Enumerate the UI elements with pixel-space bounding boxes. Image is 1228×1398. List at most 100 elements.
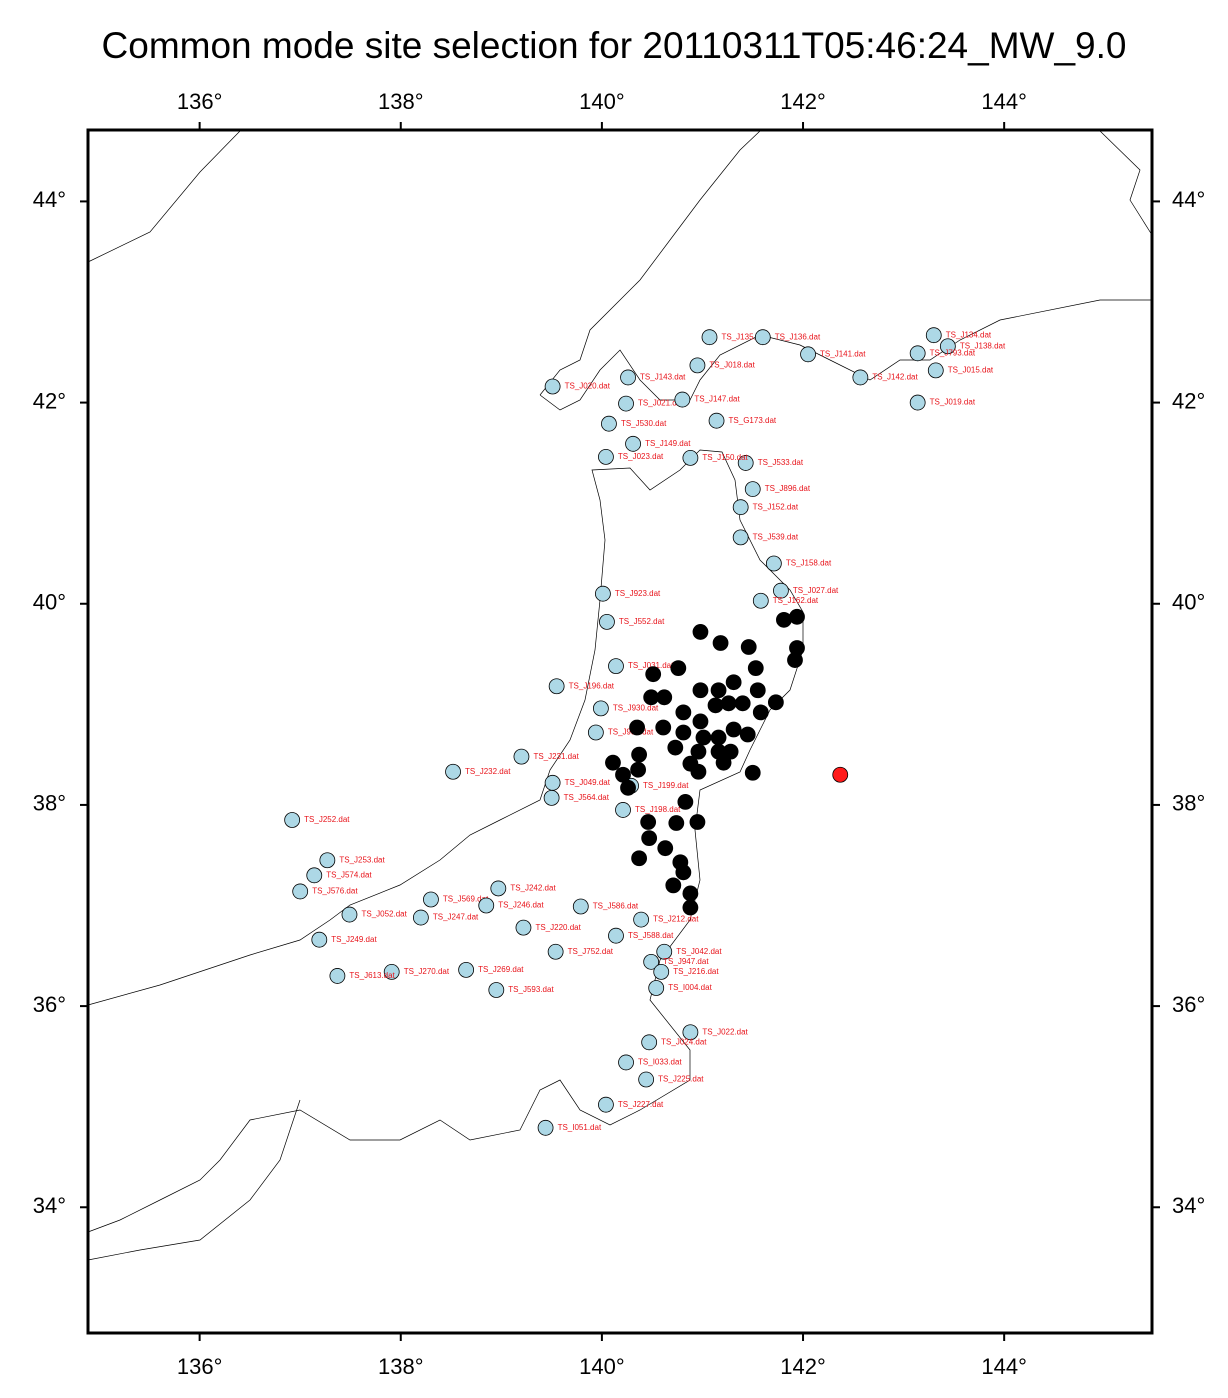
station xyxy=(800,346,816,363)
station-label: TS_J225.dat xyxy=(658,1075,704,1084)
station-label: TS_J135.dat xyxy=(722,332,768,341)
station-label: TS_J015.dat xyxy=(948,366,994,375)
station-label: TS_I051.dat xyxy=(558,1123,602,1132)
station-label: TS_J134.dat xyxy=(946,330,992,339)
selected-site xyxy=(620,779,636,796)
coastline xyxy=(539,130,1153,411)
selected-site xyxy=(789,608,805,625)
station xyxy=(732,499,749,516)
y-tick-label: 38° xyxy=(33,791,66,816)
selected-site xyxy=(710,729,727,746)
selected-site xyxy=(715,754,732,771)
station xyxy=(648,980,665,996)
selected-site xyxy=(734,695,751,712)
station xyxy=(732,529,749,546)
station-label: TS_J143.dat xyxy=(640,373,686,382)
station-label: TS_J253.dat xyxy=(339,855,385,864)
station xyxy=(682,450,699,466)
station-label: TS_J593.dat xyxy=(508,985,554,994)
station-label: TS_J530.dat xyxy=(621,419,667,428)
coastline xyxy=(87,130,241,263)
selected-site xyxy=(675,704,692,721)
station xyxy=(547,943,564,960)
selected-site xyxy=(682,885,699,902)
station-label: TS_J220.dat xyxy=(535,923,581,932)
selected-site xyxy=(655,719,672,736)
selected-site xyxy=(629,719,645,736)
station xyxy=(488,982,505,998)
station-label: TS_J533.dat xyxy=(758,458,804,467)
station-label: TS_J793.dat xyxy=(930,348,976,357)
selected-site xyxy=(749,682,766,699)
station xyxy=(708,412,725,429)
station-label: TS_G173.dat xyxy=(729,416,777,425)
selected-site xyxy=(641,830,658,847)
station-label: TS_J552.dat xyxy=(619,617,665,626)
station xyxy=(423,891,439,908)
station-label: TS_J022.dat xyxy=(702,1027,748,1036)
coastline xyxy=(87,1099,301,1261)
selected-site xyxy=(645,666,662,683)
station-label: TS_J150.dat xyxy=(702,453,748,462)
y-tick-label: 42° xyxy=(33,388,66,413)
station xyxy=(927,362,944,379)
station xyxy=(515,919,532,936)
selected-site xyxy=(707,697,724,714)
station-label: TS_J021.dat xyxy=(638,399,684,408)
station xyxy=(445,763,461,780)
station xyxy=(615,802,631,818)
station xyxy=(598,1096,614,1113)
selected-site xyxy=(739,726,756,743)
selected-site xyxy=(667,739,684,756)
y-tick-label: 44° xyxy=(33,187,66,212)
station-label: TS_J247.dat xyxy=(433,913,479,922)
station-label: TS_J198.dat xyxy=(635,805,681,814)
selected-site xyxy=(640,814,657,830)
station xyxy=(618,395,634,412)
x-tick-label: 144° xyxy=(981,1354,1027,1379)
station xyxy=(608,658,624,675)
station-label: TS_J158.dat xyxy=(786,559,832,568)
station xyxy=(458,961,475,978)
selected-site xyxy=(692,682,709,699)
station xyxy=(633,911,650,928)
station xyxy=(587,724,604,741)
station xyxy=(674,391,691,408)
station-label: TS_J564.dat xyxy=(564,793,610,802)
station-label: TS_I004.dat xyxy=(668,983,712,992)
x-tick-label: 142° xyxy=(780,1354,826,1379)
station-label: TS_J020.dat xyxy=(565,382,611,391)
station xyxy=(608,927,624,944)
station xyxy=(909,345,926,362)
selected-site xyxy=(689,814,706,830)
x-tick-label: 136° xyxy=(177,1354,223,1379)
station-label: TS_J231.dat xyxy=(533,752,579,761)
selected-site xyxy=(692,624,709,640)
selected-site xyxy=(665,877,682,894)
station xyxy=(638,1071,655,1088)
station-label: TS_J199.dat xyxy=(643,781,689,790)
x-tick-label: 144° xyxy=(981,89,1027,114)
selected-site xyxy=(690,743,707,760)
station xyxy=(656,943,673,960)
y-tick-label: 40° xyxy=(1172,590,1205,615)
selected-site xyxy=(675,864,692,881)
station xyxy=(701,329,718,346)
station xyxy=(329,968,346,984)
station-label: TS_J242.dat xyxy=(510,884,556,893)
station xyxy=(311,931,328,948)
station-label: TS_J269.dat xyxy=(478,965,524,974)
selected-site xyxy=(787,652,803,668)
station xyxy=(543,789,560,806)
station xyxy=(601,415,617,432)
station xyxy=(754,329,771,346)
station xyxy=(620,369,636,386)
selected-site xyxy=(744,764,761,781)
selected-site xyxy=(631,850,648,867)
station-label: TS_J232.dat xyxy=(465,767,511,776)
station xyxy=(625,435,641,452)
coastline xyxy=(87,449,804,1233)
selected-site xyxy=(710,682,727,699)
station-label: TS_J930.dat xyxy=(613,703,659,712)
